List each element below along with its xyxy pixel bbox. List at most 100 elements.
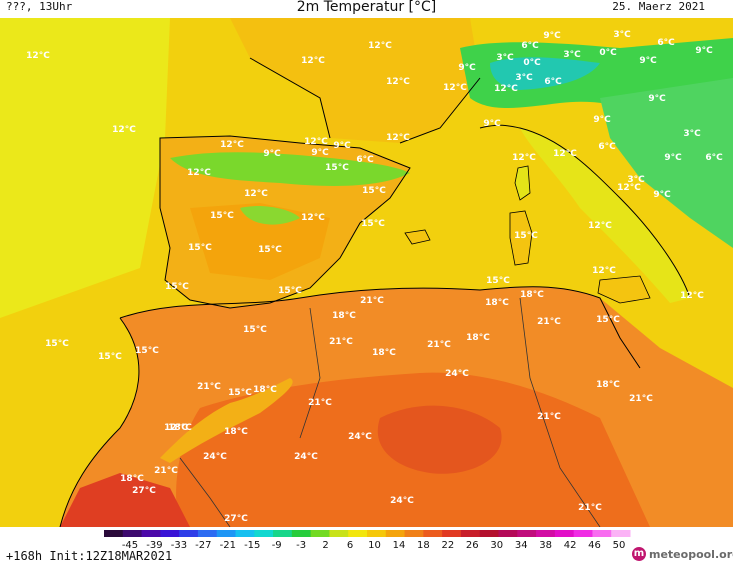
temperature-label: 12°C [112, 125, 136, 135]
scale-tick-label: 18 [417, 540, 430, 549]
temperature-label: 12°C [512, 153, 536, 163]
iberia-central-warm [190, 203, 330, 280]
temperature-label: 6°C [544, 77, 562, 87]
temperature-label: 15°C [258, 245, 282, 255]
scale-tick-label: 6 [347, 540, 353, 549]
temperature-label: 9°C [483, 119, 501, 129]
scale-tick-label: -21 [220, 540, 236, 549]
temperature-label: 9°C [664, 153, 682, 163]
scale-swatch [216, 530, 236, 537]
scale-swatch [329, 530, 349, 537]
temperature-label: 15°C [596, 315, 620, 325]
temperature-label: 21°C [154, 466, 178, 476]
temperature-label: 12°C [26, 51, 50, 61]
temperature-label: 12°C [386, 77, 410, 87]
scale-swatch [367, 530, 387, 537]
temperature-label: 24°C [203, 452, 227, 462]
scale-swatch [310, 530, 330, 537]
temperature-label: 6°C [521, 41, 539, 51]
temperature-label: 21°C [537, 412, 561, 422]
italy-land [520, 128, 690, 303]
temperature-label: 12°C [301, 56, 325, 66]
temperature-map: 12°C 12°C 12°C 12°C 12°C 12°C 12°C 12°C 12°C 12°C… [0, 18, 733, 527]
atlantic-cool-zone [0, 18, 170, 318]
meteopool-logo: m [632, 547, 646, 561]
temperature-label: 9°C [593, 115, 611, 125]
temperature-label: 9°C [695, 46, 713, 56]
scale-swatch [536, 530, 556, 537]
temperature-label: 3°C [613, 30, 631, 40]
temperature-label: 15°C [486, 276, 510, 286]
scale-swatch [122, 530, 143, 537]
temperature-label: 9°C [543, 31, 561, 41]
temperature-label: 12°C [588, 221, 612, 231]
scale-swatch [235, 530, 255, 537]
temperature-label: 12°C [368, 41, 392, 51]
temperature-label: 12°C [553, 149, 577, 159]
temperature-label: 21°C [308, 398, 332, 408]
italy-coastline [479, 124, 691, 299]
temperature-label: 9°C [653, 190, 671, 200]
temperature-label: 3°C [515, 73, 533, 83]
temperature-labels: 12°C 12°C 12°C 12°C 12°C 12°C 12°C 12°C 12°C 12°C… [26, 30, 723, 524]
temperature-label: 15°C [98, 352, 122, 362]
temperature-label: 12°C [592, 266, 616, 276]
scale-tick-label: 34 [515, 540, 528, 549]
scale-swatch [291, 530, 312, 537]
temperature-label: 9°C [263, 149, 281, 159]
temperature-label: 12°C [301, 213, 325, 223]
balkan-cool-zone [600, 78, 733, 248]
temperature-label: 15°C [278, 286, 302, 296]
temperature-label: 12°C [386, 133, 410, 143]
temperature-label: 18°C [332, 311, 356, 321]
temperature-label: 3°C [627, 175, 645, 185]
scale-swatch [385, 530, 406, 537]
temperature-label: 18°C [224, 427, 248, 437]
iberia-coastline [159, 135, 411, 309]
temperature-label: 6°C [657, 38, 675, 48]
scale-tick-label: 22 [441, 540, 454, 549]
temperature-label: 18°C [168, 423, 192, 433]
scale-tick-label: 2 [322, 540, 328, 549]
brand-name: meteopool.org [649, 548, 733, 561]
scale-swatch [592, 530, 612, 537]
scale-tick-label: 42 [564, 540, 577, 549]
temperature-label: 15°C [514, 231, 538, 241]
africa-coastline [59, 286, 641, 527]
color-scale: -45 -39 -33 -27 -21 -15 -9 -3 2 6 10 14 18 22 26 30 34 38… [104, 530, 631, 549]
temperature-label: 18°C [253, 385, 277, 395]
temperature-label: 6°C [356, 155, 374, 165]
temperature-label: 12°C [443, 83, 467, 93]
temperature-label: 12°C [494, 84, 518, 94]
temperature-label: 27°C [224, 514, 248, 524]
map-title: 2m Temperatur [°C] [296, 0, 437, 15]
scale-swatch [348, 530, 368, 537]
temperature-label: 27°C [132, 486, 156, 496]
temperature-label: 3°C [683, 129, 701, 139]
country-borders [179, 297, 601, 527]
atlas-mountains [160, 378, 293, 463]
scale-swatch [442, 530, 462, 537]
scale-tick-label: -15 [244, 540, 260, 549]
scale-swatch [423, 530, 443, 537]
temperature-label: 12°C [304, 137, 328, 147]
scale-swatch [517, 530, 537, 537]
temperature-label: 21°C [629, 394, 653, 404]
temperature-label: 24°C [390, 496, 414, 506]
temperature-label: 15°C [243, 325, 267, 335]
temperature-label: 18°C [372, 348, 396, 358]
temperature-label: 0°C [599, 48, 617, 58]
temperature-label: 18°C [520, 290, 544, 300]
mallorca-island [404, 229, 431, 245]
temperature-label: 15°C [188, 243, 212, 253]
scale-tick-label: 10 [368, 540, 381, 549]
scale-swatch [498, 530, 518, 537]
scale-tick-label: -39 [146, 540, 162, 549]
scale-tick-label: -45 [122, 540, 138, 549]
france-land [230, 18, 480, 143]
temperature-label: 12°C [244, 189, 268, 199]
temperature-label: 9°C [311, 148, 329, 158]
scale-swatch [104, 530, 124, 537]
temperature-label: 18°C [466, 333, 490, 343]
temperature-label: 12°C [680, 291, 704, 301]
